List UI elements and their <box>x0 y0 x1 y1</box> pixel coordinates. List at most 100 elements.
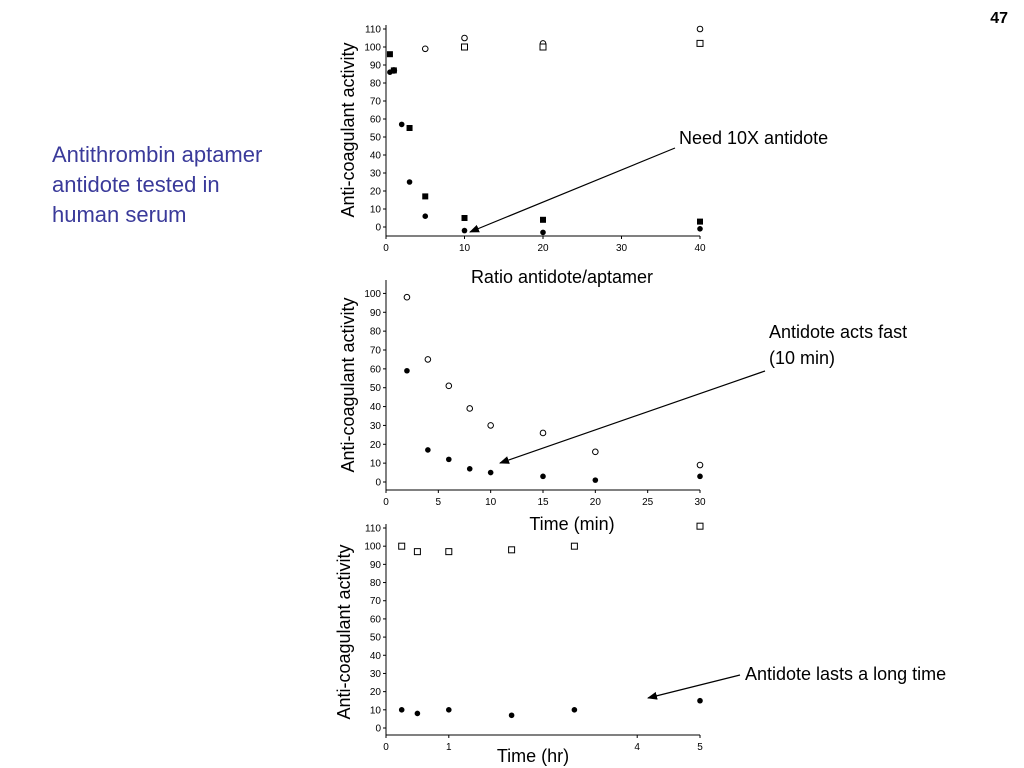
chart2-x-tick-label: 15 <box>537 497 549 508</box>
chart1-series1-point <box>461 34 468 42</box>
chart1-series1-point <box>421 45 429 53</box>
chart2-series1-point <box>445 382 453 390</box>
chart1-ylabel: Anti-coagulant activity <box>338 42 358 217</box>
chart3-xlabel: Time (hr) <box>497 746 569 766</box>
chart1-series4-point <box>406 179 413 185</box>
chart2-x-tick-label: 5 <box>436 497 442 508</box>
chart2-y-tick-label: 20 <box>370 440 382 451</box>
chart2-y-tick-label: 30 <box>370 421 382 432</box>
chart2-series2-point <box>446 456 452 463</box>
chart3-x-tick-label: 1 <box>446 742 452 753</box>
chart1-x-tick-label: 20 <box>537 243 549 254</box>
chart1-annotation-arrow <box>469 147 676 233</box>
chart-panel-2: 0 10 20 30 40 50 60 70 80 90 100 0 5 10 15 20 25 30 Anti-… <box>338 280 907 534</box>
chart1-y-tick-label: 40 <box>370 151 382 162</box>
chart1-series4-point <box>422 213 429 219</box>
chart3-series1-point <box>413 548 421 556</box>
chart2-x-tick-label: 25 <box>642 497 654 508</box>
chart1-series4-point <box>398 121 405 128</box>
chart1-x-tick-label: 30 <box>616 243 628 254</box>
chart3-series2-point <box>697 697 703 704</box>
chart1-series3-point <box>697 218 703 225</box>
chart3-y-tick-label: 0 <box>375 724 381 735</box>
chart-panel-1: 0 10 20 30 40 50 60 70 80 90 100 110 0 10 20 30 40 Anti-… <box>338 25 828 288</box>
chart1-series4-point <box>461 227 468 234</box>
chart1-x-tick-label: 40 <box>694 243 706 254</box>
chart1-y-tick-label: 70 <box>370 97 382 108</box>
chart2-series2-point <box>487 469 494 476</box>
chart3-series1-point <box>398 542 406 550</box>
chart1-series4-point <box>387 69 393 75</box>
chart2-y-tick-label: 50 <box>370 383 382 394</box>
chart1-series2-point <box>539 43 547 51</box>
chart2-x-tick-label: 30 <box>694 497 706 508</box>
chart3-y-tick-label: 80 <box>370 578 382 589</box>
chart3-annotation-arrow <box>647 674 741 700</box>
chart3-series2-point <box>414 710 421 717</box>
chart2-series1-point <box>424 356 432 363</box>
chart3-series1-point <box>445 548 453 556</box>
chart3-series2-point <box>398 707 405 713</box>
chart3-ylabel: Anti-coagulant activity <box>334 544 354 719</box>
chart2-series1-point <box>539 429 547 437</box>
chart3-x-tick-label: 4 <box>634 742 640 753</box>
chart1-y-tick-label: 80 <box>370 79 382 90</box>
chart3-y-tick-label: 110 <box>365 524 381 535</box>
chart1-annotation: Need 10X antidote <box>679 128 828 148</box>
chart2-y-tick-label: 90 <box>370 308 382 319</box>
chart1-axes: 0 10 20 30 40 50 60 70 80 90 100 110 0 10 20 30 40 <box>364 25 706 255</box>
chart3-y-tick-label: 30 <box>370 669 382 680</box>
chart3-annotation: Antidote lasts a long time <box>745 664 946 684</box>
chart1-series3-point <box>390 67 397 74</box>
chart2-y-tick-label: 40 <box>370 402 382 413</box>
chart2-series1-point <box>592 448 599 456</box>
chart1-y-tick-label: 30 <box>370 169 382 180</box>
chart2-y-tick-label: 60 <box>370 364 382 375</box>
chart3-axes: 0 10 20 30 40 50 60 70 80 90 100 110 0 1 4 5 <box>364 522 704 753</box>
chart2-series1-point <box>466 405 474 412</box>
chart2-series2-point <box>466 466 473 472</box>
chart2-series1-point <box>403 293 411 301</box>
chart3-x-tick-label: 5 <box>697 742 703 753</box>
chart2-series2-point <box>404 367 410 374</box>
chart2-series2-point <box>592 477 599 483</box>
chart3-y-tick-label: 50 <box>370 633 382 644</box>
chart2-series2-point <box>425 447 431 453</box>
chart2-x-tick-label: 10 <box>485 497 497 508</box>
chart1-xlabel: Ratio antidote/aptamer <box>471 267 653 287</box>
chart1-y-tick-label: 10 <box>370 205 382 216</box>
chart1-y-tick-label: 110 <box>365 25 381 36</box>
chart1-series3-point <box>406 125 413 131</box>
chart3-series2-point <box>571 707 578 713</box>
chart1-y-tick-label: 90 <box>370 61 382 72</box>
chart1-x-tick-label: 0 <box>383 243 389 254</box>
chart2-y-tick-label: 80 <box>370 327 382 338</box>
chart1-y-tick-label: 50 <box>370 133 382 144</box>
chart1-series4-point <box>697 226 703 232</box>
chart3-y-tick-label: 90 <box>370 560 382 571</box>
chart1-series1-point <box>696 25 704 33</box>
chart1-series2-point <box>696 39 704 47</box>
chart2-y-tick-label: 10 <box>370 459 382 470</box>
chart3-y-tick-label: 20 <box>370 687 382 698</box>
chart2-x-tick-label: 0 <box>383 497 389 508</box>
chart-panel-3: 0 10 20 30 40 50 60 70 80 90 100 110 0 1 4 5 Anti-coagu… <box>334 522 946 766</box>
chart1-y-tick-label: 60 <box>370 115 382 126</box>
chart3-series2-point <box>508 712 515 719</box>
chart1-y-tick-label: 20 <box>370 187 382 198</box>
chart1-series3-point <box>461 215 468 221</box>
chart3-y-tick-label: 10 <box>370 705 382 716</box>
chart1-x-tick-label: 10 <box>459 243 471 254</box>
slide-caption: Antithrombin aptamer antidote tested in … <box>52 142 263 227</box>
chart2-series1-point <box>487 422 494 429</box>
chart2-xlabel: Time (min) <box>529 514 614 534</box>
chart1-y-tick-label: 100 <box>364 43 381 54</box>
chart2-x-tick-label: 20 <box>590 497 602 508</box>
chart2-y-tick-label: 70 <box>370 346 382 357</box>
chart3-x-tick-label: 0 <box>383 742 389 753</box>
chart2-ylabel: Anti-coagulant activity <box>338 297 358 472</box>
chart3-series1-point <box>696 522 704 530</box>
chart3-series1-point <box>570 542 578 550</box>
chart3-series1-point <box>508 546 516 554</box>
